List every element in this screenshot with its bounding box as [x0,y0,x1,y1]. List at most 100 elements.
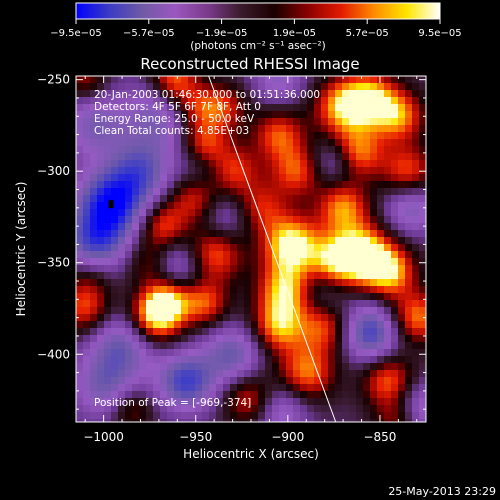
heatmap-cell [97,321,105,329]
heatmap-cell [300,83,308,91]
heatmap-cell [76,363,84,371]
heatmap-cell [286,419,294,422]
heatmap-cell [244,97,252,105]
heatmap-cell [174,286,182,294]
heatmap-cell [244,153,252,161]
heatmap-cell [223,300,231,308]
heatmap-cell [363,412,371,420]
heatmap-cell [125,97,133,105]
y-axis: −250−300−350−400 [37,73,426,410]
heatmap-cell [349,328,357,336]
heatmap-cell [349,230,357,238]
heatmap-cell [363,139,371,147]
heatmap-cell [195,258,203,266]
heatmap-cell [412,342,420,350]
heatmap-cell [223,349,231,357]
heatmap-cell [251,370,259,378]
heatmap-cell [132,370,140,378]
heatmap-cell [174,321,182,329]
heatmap-cell [321,146,329,154]
heatmap-cell [83,244,91,252]
heatmap-cell [146,272,154,280]
heatmap-cell [314,342,322,350]
heatmap-cell [370,188,378,196]
heatmap-cell [90,83,98,91]
heatmap-cell [83,251,91,259]
heatmap-cell [125,104,133,112]
peak-position-label: Position of Peak = [-969,-374] [94,397,251,409]
heatmap-cell [90,286,98,294]
heatmap-cell [412,384,420,392]
heatmap-cell [160,377,168,385]
heatmap-cell [237,328,245,336]
heatmap-cell [118,188,126,196]
heatmap-cell [174,342,182,350]
heatmap-cell [153,188,161,196]
heatmap-cell [223,132,231,140]
heatmap-cell [223,230,231,238]
heatmap-cell [188,223,196,231]
heatmap-cell [265,174,273,182]
heatmap-cell [125,279,133,287]
heatmap-cell [398,209,406,217]
heatmap-cell [321,104,329,112]
heatmap-cell [405,384,413,392]
heatmap-cell [76,328,84,336]
heatmap-cell [356,132,364,140]
heatmap-cell [279,370,287,378]
heatmap-cell [293,391,301,399]
heatmap-cell [363,405,371,413]
heatmap-cell [76,237,84,245]
heatmap-cell [132,272,140,280]
heatmap-cell [230,111,238,119]
heatmap-cell [272,132,280,140]
heatmap-cell [384,307,392,315]
info-line: 20-Jan-2003 01:46:30.000 to 01:51:36.000 [94,89,320,101]
heatmap-cell [83,349,91,357]
heatmap-cell [328,314,336,322]
heatmap-cell [139,405,147,413]
heatmap-cell [377,391,385,399]
heatmap-cell [195,83,203,91]
heatmap-cell [223,104,231,112]
heatmap-cell [146,314,154,322]
heatmap-cell [251,405,259,413]
heatmap-cell [335,300,343,308]
heatmap-cell [412,237,420,245]
heatmap-cell [258,405,266,413]
heatmap-cell [195,237,203,245]
heatmap-cell [195,195,203,203]
heatmap-cell [188,90,196,98]
heatmap-cell [321,195,329,203]
heatmap-cell [335,286,343,294]
heatmap-cell [398,160,406,168]
heatmap-cell [265,223,273,231]
heatmap-cell [356,153,364,161]
heatmap-cell [412,160,420,168]
heatmap-cell [300,405,308,413]
heatmap-cell [83,293,91,301]
heatmap-cell [272,230,280,238]
heatmap-cell [139,125,147,133]
heatmap-cell [237,202,245,210]
heatmap-cell [412,90,420,98]
heatmap-cell [125,125,133,133]
heatmap-cell [111,237,119,245]
heatmap-cell [118,202,126,210]
heatmap-cell [174,216,182,224]
heatmap-cell [307,97,315,105]
heatmap-cell [209,146,217,154]
heatmap-cell [104,398,112,406]
heatmap-cell [111,370,119,378]
heatmap-cell [384,405,392,413]
heatmap-cell [363,181,371,189]
heatmap-cell [188,363,196,371]
heatmap-cell [356,244,364,252]
heatmap-cell [377,125,385,133]
heatmap-cell [321,97,329,105]
heatmap-cell [300,286,308,294]
heatmap-cell [174,90,182,98]
heatmap-cell [160,293,168,301]
heatmap-cell [258,160,266,168]
heatmap-cell [195,153,203,161]
